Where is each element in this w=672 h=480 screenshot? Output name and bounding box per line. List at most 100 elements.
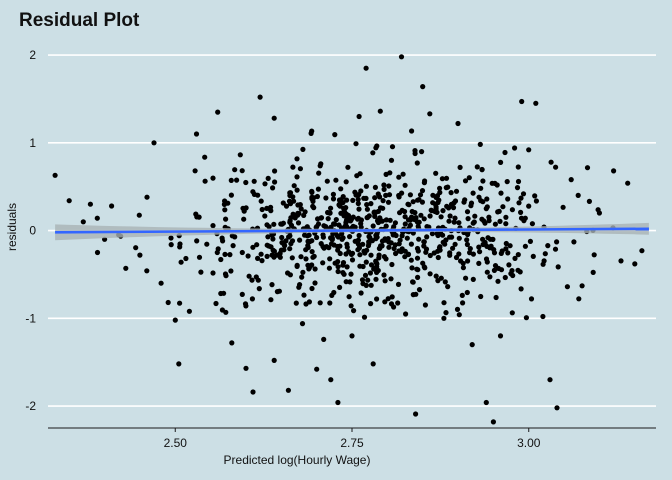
data-point (437, 185, 443, 191)
data-point (258, 251, 264, 257)
data-point (477, 141, 483, 147)
data-point (312, 266, 318, 272)
data-point (222, 207, 228, 213)
data-point (450, 245, 456, 251)
data-point (443, 175, 450, 181)
data-point (177, 241, 183, 247)
data-point (421, 216, 427, 222)
data-point (144, 194, 150, 200)
data-point (526, 147, 532, 153)
data-point (493, 294, 499, 301)
data-point (293, 300, 299, 306)
data-point (299, 274, 305, 280)
data-point (379, 218, 385, 224)
data-point (400, 171, 406, 177)
data-point (228, 192, 234, 198)
data-point (210, 175, 216, 181)
data-point (380, 198, 386, 204)
data-point (335, 264, 341, 270)
data-point (349, 257, 356, 263)
data-point (518, 195, 524, 201)
data-point (280, 200, 286, 206)
data-point (492, 221, 498, 227)
data-point (528, 296, 535, 302)
data-point (158, 280, 164, 286)
data-point (479, 166, 485, 173)
data-point (385, 199, 392, 205)
data-point (204, 241, 210, 247)
data-point (298, 254, 304, 260)
data-point (386, 244, 392, 250)
data-point (478, 185, 484, 191)
data-point (258, 198, 264, 204)
data-point (229, 233, 235, 239)
data-point (470, 251, 476, 257)
data-point (568, 177, 574, 183)
data-point (281, 247, 287, 253)
data-point (462, 197, 468, 203)
data-point (519, 98, 525, 105)
data-point (449, 234, 455, 240)
data-point (446, 205, 452, 211)
data-point (465, 258, 471, 264)
data-point (382, 299, 388, 305)
data-point (506, 262, 512, 268)
data-point (398, 54, 405, 60)
data-point (504, 179, 510, 185)
data-point (491, 250, 498, 256)
data-point (434, 193, 441, 199)
data-point (192, 168, 198, 174)
data-point (443, 310, 449, 316)
x-axis-label: Predicted log(Hourly Wage) (224, 453, 371, 467)
data-point (311, 195, 317, 201)
data-point (310, 254, 316, 260)
data-point (500, 204, 506, 210)
data-point (355, 196, 361, 202)
data-point (295, 220, 302, 226)
y-axis-label: residuals (5, 203, 19, 251)
data-point (416, 236, 422, 242)
data-point (321, 336, 327, 342)
data-point (402, 182, 408, 188)
data-point (478, 198, 484, 204)
data-point (494, 182, 500, 188)
data-point (360, 263, 366, 270)
data-point (279, 221, 285, 227)
data-point (249, 277, 255, 283)
data-point (345, 164, 351, 170)
data-point (372, 184, 378, 190)
data-point (136, 212, 142, 218)
data-point (151, 140, 157, 146)
data-point (332, 260, 338, 266)
data-point (265, 234, 271, 240)
data-point (402, 221, 408, 227)
data-point (297, 237, 303, 243)
data-point (427, 111, 433, 117)
data-point (414, 266, 420, 272)
data-point (223, 216, 229, 222)
data-point (389, 144, 396, 150)
data-point (372, 213, 378, 219)
data-point (421, 239, 427, 245)
data-point (312, 280, 318, 286)
data-point (109, 203, 115, 209)
data-point (413, 215, 419, 221)
data-point (555, 264, 561, 270)
data-point (406, 202, 412, 208)
data-point (365, 277, 371, 283)
data-point (329, 237, 335, 243)
data-point (243, 303, 249, 309)
data-point (431, 250, 437, 256)
data-point (422, 302, 428, 308)
data-point (367, 270, 373, 276)
data-point (408, 257, 414, 263)
data-point (202, 154, 208, 160)
data-point (193, 211, 199, 217)
data-point (418, 212, 424, 218)
data-point (377, 108, 383, 114)
data-point (364, 247, 370, 253)
data-point (172, 317, 178, 323)
data-point (255, 255, 261, 261)
data-point (381, 186, 387, 192)
data-point (480, 178, 486, 184)
